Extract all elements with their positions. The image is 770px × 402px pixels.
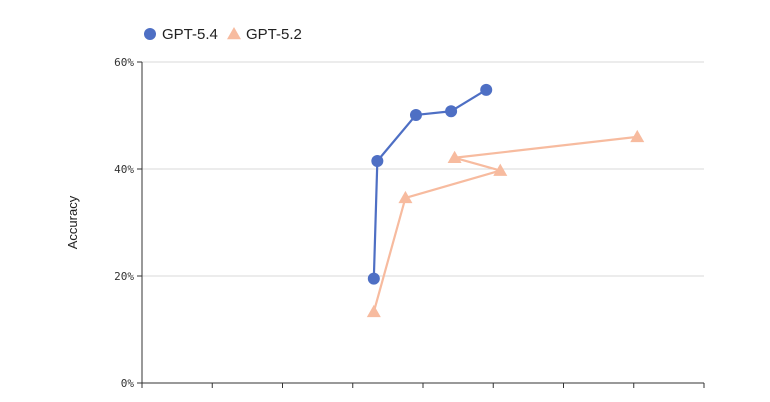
y-tick-label: 40%: [114, 163, 134, 176]
data-point: [366, 304, 381, 318]
gridlines: [142, 61, 704, 277]
data-point: [493, 163, 508, 176]
series-line: [372, 135, 638, 313]
legend: GPT-5.4 GPT-5.2: [144, 26, 302, 43]
data-point: [371, 154, 384, 167]
data-point: [227, 27, 241, 40]
legend-label: GPT-5.4: [162, 26, 218, 43]
y-tick-label: 60%: [114, 56, 134, 69]
legend-label: GPT-5.2: [246, 26, 302, 43]
data-point: [367, 272, 380, 285]
data-point: [144, 28, 156, 40]
data-point: [480, 83, 493, 96]
y-tick-label: 0%: [121, 377, 135, 390]
legend-item: GPT-5.2: [227, 26, 302, 43]
data-point: [445, 105, 458, 118]
legend-item: GPT-5.4: [144, 26, 218, 43]
y-axis-label: Accuracy: [65, 195, 80, 249]
y-tick-label: 20%: [114, 270, 134, 283]
series-gpt-5-2: [366, 129, 645, 318]
axes: 0% 20% 40% 60% Accuracy: [65, 56, 705, 390]
data-point: [447, 150, 462, 164]
data-point: [398, 190, 413, 204]
data-point: [630, 129, 645, 143]
series-layer: [366, 83, 645, 318]
data-point: [409, 108, 422, 121]
series-gpt-5-4: [367, 83, 493, 285]
